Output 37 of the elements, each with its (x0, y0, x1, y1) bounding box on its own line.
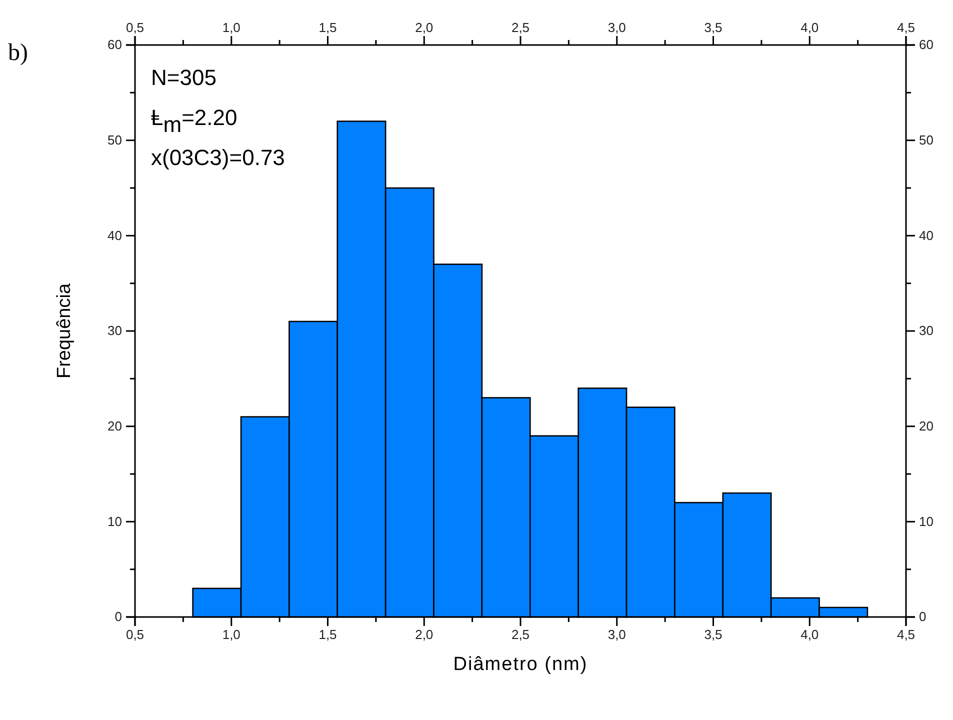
x-tick-label: 1,5 (318, 20, 337, 35)
x2-tick-label: 2,5 (511, 627, 530, 642)
y-tick-label: 30 (108, 323, 122, 338)
x-tick-label: 3,5 (704, 20, 722, 35)
y-tick-label: 60 (108, 37, 122, 52)
x2-tick-label: 3,0 (608, 627, 626, 642)
x-tick-label: 4,0 (800, 20, 819, 35)
y2-tick-label: 0 (919, 609, 926, 624)
y-tick-label: 0 (114, 609, 122, 624)
x2-tick-label: 1,0 (222, 627, 240, 642)
y2-tick-label: 50 (919, 132, 934, 148)
x2-tick-label: 4,0 (800, 627, 819, 642)
x2-tick-label: 4,5 (896, 627, 916, 642)
x2-tick-label: 1,5 (318, 627, 337, 642)
x-tick-label: 2,5 (511, 20, 530, 35)
x-tick-label: 3,0 (608, 20, 626, 35)
x2-tick-label: 3,5 (704, 627, 722, 642)
y2-tick-label: 60 (919, 37, 934, 52)
x-tick-label: 0,5 (126, 20, 144, 35)
x2-tick-label: 2,0 (415, 627, 434, 642)
annotation: N=305 (151, 65, 216, 90)
x2-tick-label: 0,5 (126, 627, 144, 642)
annotation: x(03C3)=0.73 (151, 145, 285, 170)
y2-tick-label: 30 (919, 323, 934, 338)
y-tick-label: 40 (108, 228, 122, 243)
y-tick-label: 50 (108, 132, 122, 148)
x-tick-label: 2,0 (415, 20, 434, 35)
y2-tick-label: 40 (919, 228, 934, 243)
x-tick-label: 4,5 (896, 20, 916, 35)
y2-tick-label: 20 (919, 418, 934, 434)
y-axis-title: Frequência (54, 283, 75, 379)
y2-tick-label: 10 (919, 514, 934, 529)
text: b) (8, 40, 28, 66)
y-tick-label: 20 (108, 418, 122, 434)
x-tick-label: 1,0 (222, 20, 240, 35)
x-axis-title: Diâmetro (nm) (453, 654, 588, 675)
y-tick-label: 10 (108, 514, 122, 529)
